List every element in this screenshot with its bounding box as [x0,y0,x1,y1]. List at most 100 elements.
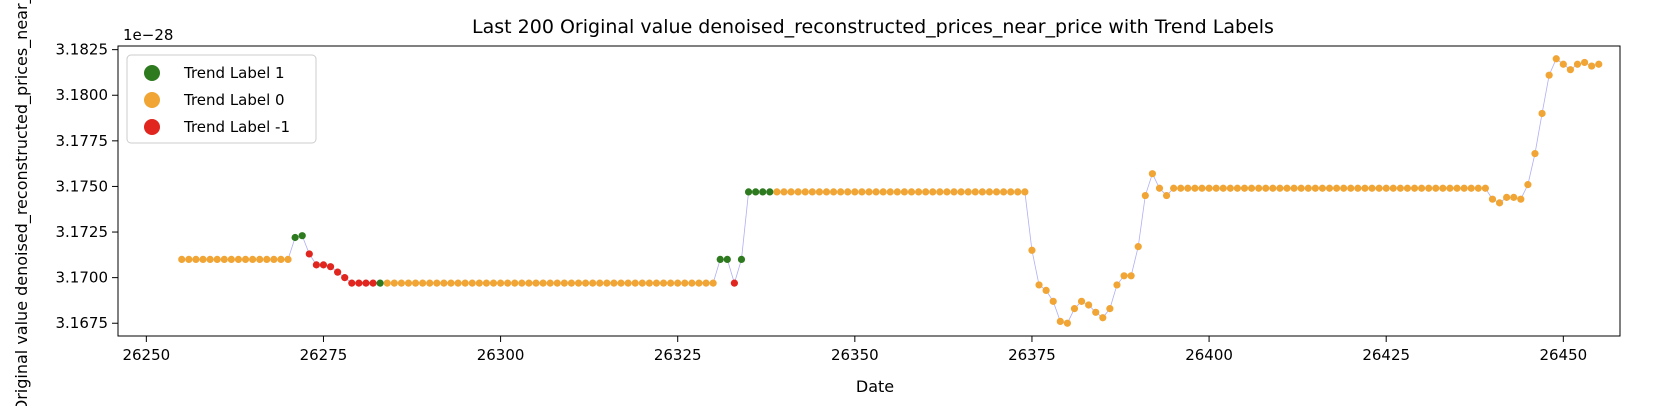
data-point-label-0 [1432,184,1440,192]
data-point-label-0 [1382,184,1390,192]
data-point-label-0 [1517,195,1525,203]
data-point-label-0 [539,279,547,287]
data-point-label-1 [723,255,731,263]
data-point-label-0 [518,279,526,287]
data-point-label-0 [192,255,200,263]
data-point-label-0 [511,279,519,287]
data-point-label-0 [496,279,505,287]
data-point-label-0 [1155,184,1164,192]
data-point-label-0 [525,279,533,287]
y-tick-label: 3.1750 [56,177,109,195]
data-point-label-0 [922,188,930,196]
data-point-label-0 [220,255,228,263]
data-point-label-0 [844,188,852,196]
data-point-label-1 [744,188,753,196]
data-point-label-0 [886,188,894,196]
data-point-label-0 [659,279,668,287]
data-point-label-0 [1453,184,1461,192]
data-point-label-0 [879,188,887,196]
legend-marker-0 [144,92,160,108]
data-point-label-0 [1127,272,1135,280]
plot-area [178,55,1603,327]
data-point-label-0 [1219,184,1227,192]
data-point-label-0 [411,279,420,287]
data-point-label-0 [1099,314,1107,322]
data-point-label--1 [305,250,313,258]
data-point-label-0 [1588,62,1596,70]
data-point-label-0 [929,188,937,196]
data-point-label-0 [1304,184,1312,192]
data-point-label-0 [397,279,405,287]
data-point-label-0 [532,279,540,287]
data-point-label-0 [284,255,292,263]
data-point-label-0 [780,188,788,196]
data-point-label-0 [1184,184,1192,192]
data-point-label-0 [1418,184,1426,192]
data-point-label-0 [610,279,618,287]
data-point-label-0 [808,188,816,196]
data-point-label-0 [1283,184,1291,192]
data-point-label-0 [227,255,235,263]
data-point-label-1 [291,233,299,242]
data-point-label-0 [1361,184,1369,192]
data-point-label-0 [1396,184,1404,192]
data-point-label-0 [1552,55,1560,63]
y-tick-label: 3.1825 [56,41,109,59]
legend-box [126,54,317,144]
data-point-label-0 [241,255,250,263]
data-point-label-0 [787,188,795,196]
y-tick-label: 3.1800 [56,86,109,104]
data-point-label-0 [596,279,604,287]
data-point-label-0 [504,279,512,287]
data-point-label-0 [390,279,398,287]
x-tick-label: 26325 [654,346,702,364]
data-point-label-0 [652,279,661,287]
data-point-label-1 [759,188,767,196]
data-point-label-0 [801,188,809,196]
data-point-label-0 [567,279,576,287]
data-point-label-0 [1566,66,1575,74]
data-point-label-0 [815,188,824,196]
data-point-label-0 [1085,301,1093,309]
data-point-label--1 [730,279,738,287]
data-point-label-0 [1467,184,1475,192]
data-point-label-0 [1070,305,1079,313]
data-point-label-0 [461,279,469,287]
data-point-label-0 [978,188,986,196]
data-point-label-0 [1035,281,1043,289]
data-point-label-1 [752,188,760,196]
data-point-label-0 [695,279,703,287]
data-point-label-0 [1247,184,1256,192]
data-point-label-0 [1042,286,1050,294]
data-point-label-0 [1538,109,1546,118]
x-tick-label: 26250 [122,346,170,364]
data-point-label-0 [603,279,611,287]
data-point-label-0 [631,279,639,287]
data-point-label-0 [1510,193,1518,201]
data-point-label-0 [560,279,568,287]
data-point-label-0 [426,279,434,287]
data-point-label-0 [907,188,916,196]
data-point-label-0 [1481,184,1489,192]
data-point-label-0 [985,188,994,196]
data-point-label-0 [1191,184,1199,192]
data-point-label-0 [440,279,448,287]
data-point-label-0 [256,255,264,263]
data-point-label-0 [992,188,1001,196]
data-point-label-0 [454,279,462,287]
data-point-label-0 [1233,184,1242,192]
data-point-label-0 [249,255,257,263]
data-point-label-0 [1049,297,1057,305]
data-point-label-0 [1205,184,1213,192]
data-point-label-0 [582,279,590,287]
data-point-label-0 [1333,184,1341,192]
data-point-label-0 [1403,184,1412,192]
chart-title: Last 200 Original value denoised_reconst… [472,16,1274,38]
data-point-label-0 [822,188,831,196]
data-point-label-0 [185,255,193,263]
data-point-label-0 [206,255,214,263]
data-point-label-0 [263,255,271,263]
data-point-label-0 [964,188,972,196]
data-point-label-0 [1077,297,1086,305]
